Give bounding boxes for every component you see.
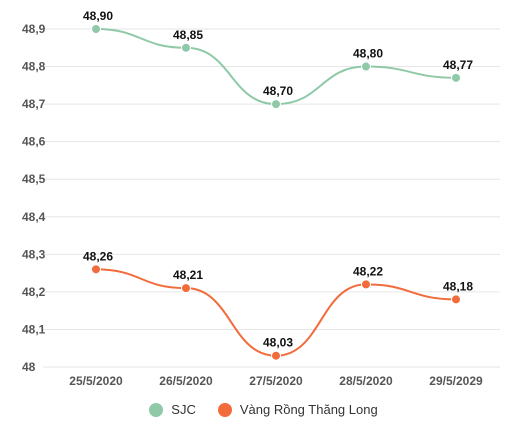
- legend-swatch-sjc: [149, 402, 164, 417]
- legend-label-vang-rong-thang-long: Vàng Rồng Thăng Long: [239, 402, 378, 417]
- data-label: 48,77: [443, 58, 473, 72]
- grid-lines: [43, 28, 500, 368]
- y-tick-label: 48,9: [22, 22, 46, 36]
- y-tick-label: 48,1: [22, 322, 46, 336]
- data-label: 48,18: [443, 279, 473, 293]
- y-tick-label: 48,6: [22, 135, 46, 149]
- data-point[interactable]: [361, 61, 371, 72]
- data-label: 48,03: [263, 336, 293, 350]
- y-tick-label: 48,3: [22, 247, 46, 261]
- data-label: 48,22: [353, 264, 383, 278]
- y-tick-label: 48,8: [22, 60, 46, 74]
- data-label: 48,70: [263, 84, 293, 98]
- data-label: 48,90: [83, 9, 113, 23]
- data-label: 48,80: [353, 47, 383, 61]
- x-tick-label: 29/5/2029: [429, 374, 483, 388]
- data-point[interactable]: [181, 42, 191, 53]
- data-point[interactable]: [271, 350, 281, 361]
- x-tick-label: 26/5/2020: [159, 374, 213, 388]
- data-point[interactable]: [451, 72, 461, 83]
- line-chart: 48 48,1 48,2 48,3 48,4 48,5 48,6 48,7 48,8 48,9 2…: [22, 9, 500, 388]
- data-point[interactable]: [181, 283, 191, 294]
- legend-item-vang-rong-thang-long[interactable]: Vàng Rồng Thăng Long: [217, 402, 378, 417]
- x-tick-label: 25/5/2020: [69, 374, 123, 388]
- legend-item-sjc[interactable]: SJC: [149, 402, 196, 417]
- x-axis-ticks: 25/5/2020 26/5/2020 27/5/2020 28/5/2020 29/5…: [69, 374, 483, 388]
- data-point[interactable]: [451, 294, 461, 305]
- data-point[interactable]: [271, 99, 281, 110]
- y-tick-label: 48,4: [22, 210, 46, 224]
- data-labels: 48,90 48,85 48,70 48,80 48,77 48,26 48,21 48,03…: [83, 9, 473, 350]
- data-point[interactable]: [91, 264, 101, 275]
- series-lines: [91, 24, 461, 361]
- data-point[interactable]: [91, 24, 101, 34]
- data-label: 48,85: [173, 28, 203, 42]
- legend: SJC Vàng Rồng Thăng Long: [0, 402, 527, 417]
- y-tick-label: 48: [22, 360, 36, 374]
- data-label: 48,26: [83, 249, 113, 263]
- y-tick-label: 48,2: [22, 285, 46, 299]
- y-tick-label: 48,5: [22, 172, 46, 186]
- data-point[interactable]: [361, 279, 371, 290]
- x-tick-label: 28/5/2020: [339, 374, 393, 388]
- y-tick-label: 48,7: [22, 97, 46, 111]
- y-axis-ticks: 48 48,1 48,2 48,3 48,4 48,5 48,6 48,7 48,8 48,9: [22, 22, 46, 374]
- x-tick-label: 27/5/2020: [249, 374, 303, 388]
- legend-swatch-vang-rong-thang-long: [217, 402, 232, 417]
- legend-label-sjc: SJC: [171, 402, 196, 417]
- data-label: 48,21: [173, 268, 203, 282]
